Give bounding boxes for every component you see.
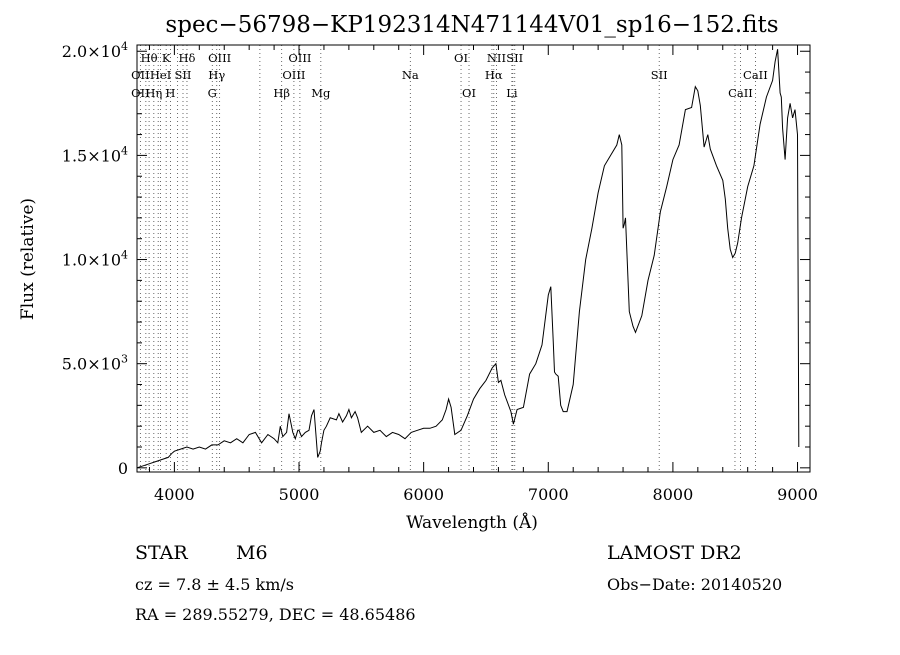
y-tick-label: 2.0×104	[62, 40, 128, 61]
y-axis-ticks: 0 5.0×103 1.0×104 1.5×104 2.0×104	[62, 40, 810, 478]
plot-frame	[136, 44, 811, 473]
coordinates: RA = 289.55279, DEC = 48.65486	[135, 605, 416, 624]
x-tick-label: 4000	[154, 485, 195, 504]
x-axis-ticks: 4000 5000 6000 7000 8000 9000	[148, 45, 818, 504]
redshift-velocity: cz = 7.8 ± 4.5 km/s	[135, 575, 294, 594]
y-tick-label: 0	[118, 459, 128, 478]
spectral-line-label: OII	[131, 68, 150, 82]
chart-title: spec−56798−KP192314N471144V01_sp16−152.f…	[165, 12, 778, 38]
x-tick-label: 8000	[653, 485, 694, 504]
y-tick-label: 1.0×104	[62, 249, 128, 270]
spectral-line-label: H	[165, 86, 175, 100]
spectral-line-label: OIII	[288, 51, 311, 65]
spectral-line-label: Hγ	[208, 68, 225, 82]
spectral-line-label: Hα	[485, 68, 503, 82]
spectral-line-label: Mg	[311, 86, 331, 100]
survey-name: LAMOST DR2	[607, 542, 742, 564]
spectral-line-label: G	[208, 86, 217, 100]
observation-date: Obs−Date: 20140520	[607, 575, 782, 594]
spectral-line-label: Li	[506, 86, 518, 100]
object-class: STAR	[135, 542, 188, 564]
y-tick-label: 5.0×103	[62, 353, 128, 374]
spectral-line-guides	[139, 45, 756, 472]
x-axis-label: Wavelength (Å)	[406, 512, 538, 533]
spectral-line-label: OIII	[282, 68, 305, 82]
x-tick-label: 9000	[777, 485, 818, 504]
spectral-line-label: SII	[506, 51, 523, 65]
spectral-line-label: SII	[651, 68, 668, 82]
spectral-line-label: Hδ	[178, 51, 195, 65]
x-tick-label: 5000	[279, 485, 320, 504]
spectral-line-label: CaII	[743, 68, 768, 82]
spectral-line-label: OIII	[208, 51, 231, 65]
spectral-line-label: OI	[454, 51, 468, 65]
spectral-line-label: Hη	[145, 86, 162, 100]
y-axis-label: Flux (relative)	[18, 198, 38, 320]
spectral-line-label: Hθ	[141, 51, 158, 65]
object-subclass: M6	[236, 542, 268, 564]
x-tick-label: 7000	[528, 485, 569, 504]
flux-series-line	[136, 49, 800, 469]
spectral-line-label: Hβ	[273, 86, 290, 100]
spectral-line-label: HeI	[150, 68, 171, 82]
spectral-line-label: CaII	[728, 86, 753, 100]
y-tick-label: 1.5×104	[62, 144, 128, 165]
spectral-line-label: OI	[462, 86, 476, 100]
spectral-line-label: Na	[402, 68, 419, 82]
spectral-line-label: NII	[487, 51, 506, 65]
x-tick-label: 6000	[403, 485, 444, 504]
spectral-line-label: SII	[175, 68, 192, 82]
spectral-line-label: K	[162, 51, 171, 65]
